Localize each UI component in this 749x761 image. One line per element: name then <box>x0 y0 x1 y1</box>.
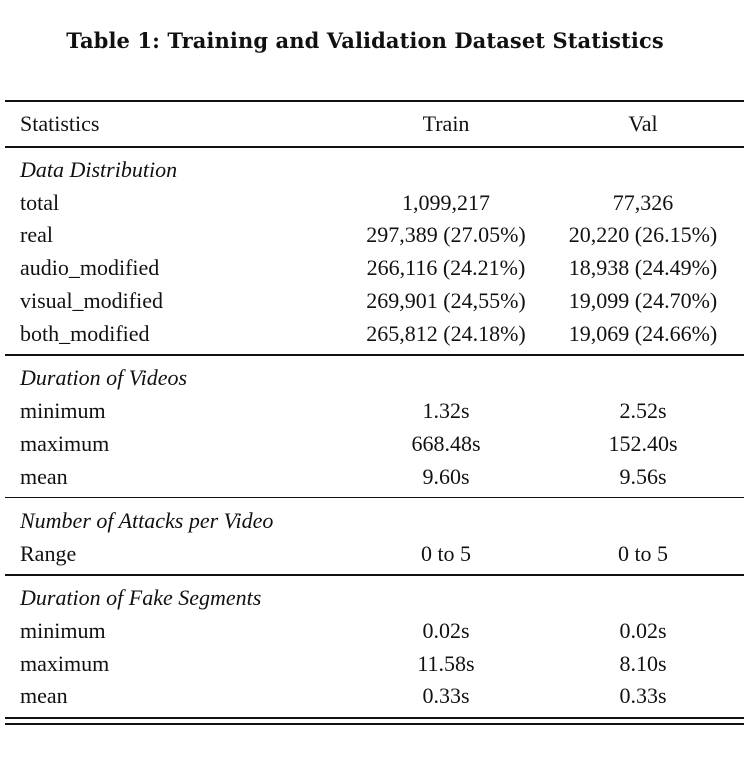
train-value: 0.02s <box>422 617 470 643</box>
val-value: 8.10s <box>619 650 667 676</box>
table-row: mean 0.33s 0.33s <box>5 680 744 713</box>
section-title: Number of Attacks per Video <box>20 507 274 533</box>
val-value: 0.33s <box>619 683 667 709</box>
header-row: Statistics Train Val <box>5 102 744 146</box>
val-value: 0.02s <box>619 617 667 643</box>
train-value: 1.32s <box>422 397 470 423</box>
row-label: Range <box>20 540 77 566</box>
table-row: total 1,099,217 77,326 <box>5 186 744 219</box>
train-value: 297,389 (27.05%) <box>366 222 526 248</box>
table-row: audio_modified 266,116 (24.21%) 18,938 (… <box>5 252 744 285</box>
header-val: Val <box>628 111 658 136</box>
row-label: visual_modified <box>20 288 163 314</box>
bottom-rule-double <box>5 722 744 725</box>
train-value: 9.60s <box>422 463 470 489</box>
row-label: both_modified <box>20 320 150 346</box>
header-train: Train <box>422 111 470 136</box>
section-title: Duration of Videos <box>20 365 188 391</box>
row-label: mean <box>20 683 68 709</box>
header-statistics: Statistics <box>20 111 100 136</box>
bottom-rule <box>5 716 744 719</box>
section-rule <box>5 574 744 576</box>
table-caption: Table 1: Training and Validation Dataset… <box>66 28 664 53</box>
section-duration-of-fake-segments: Duration of Fake Segments minimum 0.02s … <box>5 576 744 717</box>
section-title-row: Duration of Fake Segments <box>5 582 744 615</box>
table-row: both_modified 265,812 (24.18%) 19,069 (2… <box>5 317 744 350</box>
table-row: minimum 0.02s 0.02s <box>5 614 744 647</box>
top-rule <box>5 100 744 102</box>
val-value: 152.40s <box>608 430 678 456</box>
row-label: audio_modified <box>20 255 160 281</box>
val-value: 2.52s <box>619 397 667 423</box>
section-title-row: Number of Attacks per Video <box>5 504 744 537</box>
train-value: 0.33s <box>422 683 470 709</box>
section-rule <box>5 354 744 356</box>
train-value: 265,812 (24.18%) <box>366 320 526 346</box>
table-row: real 297,389 (27.05%) 20,220 (26.15%) <box>5 219 744 252</box>
val-value: 18,938 (24.49%) <box>568 255 718 281</box>
table-row: visual_modified 269,901 (24,55%) 19,099 … <box>5 285 744 318</box>
row-label: maximum <box>20 650 110 676</box>
table-row: maximum 11.58s 8.10s <box>5 647 744 680</box>
row-label: maximum <box>20 430 110 456</box>
val-value: 19,099 (24.70%) <box>568 288 718 314</box>
section-data-distribution: Data Distribution total 1,099,217 77,326… <box>5 148 744 355</box>
row-label: real <box>20 222 53 248</box>
row-label: mean <box>20 463 68 489</box>
statistics-table: Statistics Train Val Data Distribution t… <box>5 100 744 725</box>
section-title-row: Duration of Videos <box>5 362 744 395</box>
val-value: 77,326 <box>612 189 674 215</box>
val-value: 20,220 (26.15%) <box>568 222 718 248</box>
train-value: 11.58s <box>417 650 475 676</box>
section-title: Duration of Fake Segments <box>20 584 262 610</box>
table-row: minimum 1.32s 2.52s <box>5 395 744 428</box>
section-rule <box>5 496 744 499</box>
train-value: 0 to 5 <box>420 540 472 566</box>
row-label: total <box>20 189 60 215</box>
header-rule <box>5 146 744 148</box>
table-row: mean 9.60s 9.56s <box>5 460 744 493</box>
row-label: minimum <box>20 617 106 643</box>
train-value: 1,099,217 <box>402 189 490 215</box>
section-number-of-attacks: Number of Attacks per Video Range 0 to 5… <box>5 498 744 574</box>
section-title: Data Distribution <box>20 156 178 182</box>
table-row: maximum 668.48s 152.40s <box>5 427 744 460</box>
section-duration-of-videos: Duration of Videos minimum 1.32s 2.52s m… <box>5 356 744 497</box>
train-value: 269,901 (24,55%) <box>366 288 526 314</box>
val-value: 19,069 (24.66%) <box>568 320 718 346</box>
train-value: 668.48s <box>411 430 481 456</box>
val-value: 0 to 5 <box>617 540 669 566</box>
row-label: minimum <box>20 397 106 423</box>
val-value: 9.56s <box>619 463 667 489</box>
table-row: Range 0 to 5 0 to 5 <box>5 537 744 570</box>
section-title-row: Data Distribution <box>5 154 744 187</box>
train-value: 266,116 (24.21%) <box>366 255 526 281</box>
